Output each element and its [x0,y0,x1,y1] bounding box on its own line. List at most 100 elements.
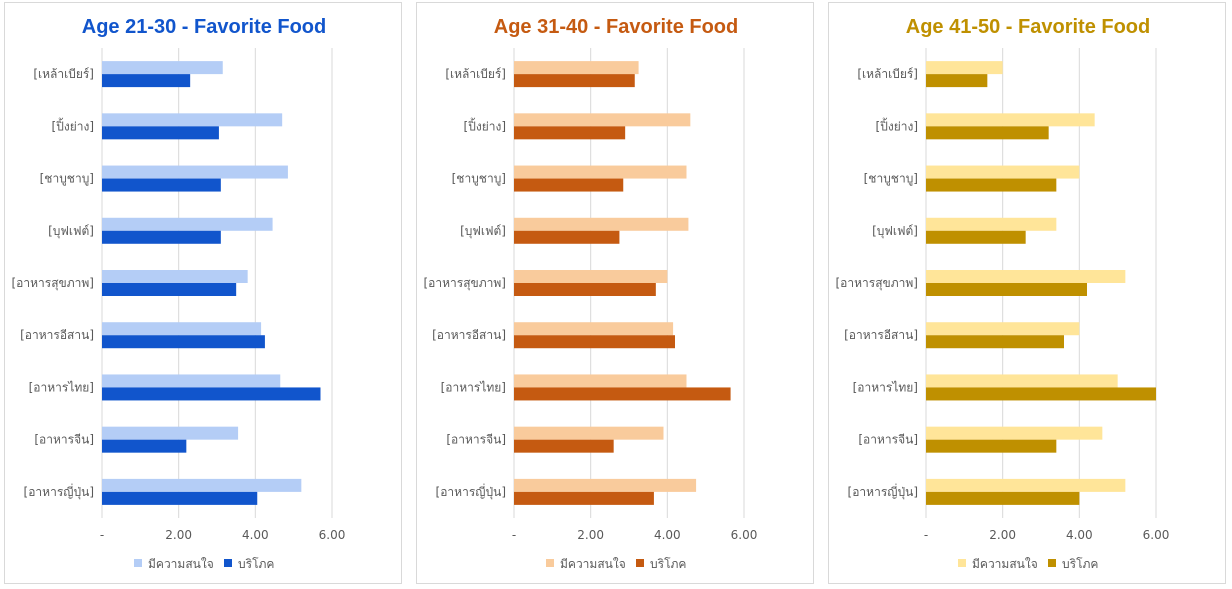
bar-interest [514,478,697,492]
category-label: [อาหารจีน] [446,433,506,447]
bar-interest [926,322,1080,336]
chart-panel-age-31-40: Age 31-40 - Favorite Food - 2.00 4.00 6.00 [เ… [416,2,814,584]
category-label: [บุฟเฟต์] [460,224,506,239]
bar-interest [102,165,288,179]
legend-label: มีความสนใจ [560,557,626,571]
bar-interest [102,113,283,127]
legend-label: บริโภค [650,557,686,571]
x-tick-label: 2.00 [165,528,192,542]
x-tick-label: 2.00 [577,528,604,542]
category-label: [อาหารอีสาน] [432,328,506,342]
category-label: [บุฟเฟต์] [872,224,918,239]
chart-title: Age 41-50 - Favorite Food [906,16,1151,38]
bar-interest [926,61,1003,75]
category-label: [ปิ้งย่าง] [464,117,506,133]
bar-consume [514,74,635,88]
x-tick-label: 6.00 [731,528,758,542]
bar-interest [926,217,1057,231]
bar-interest [514,217,689,231]
bar-interest [514,426,664,440]
legend-swatch [958,559,966,567]
bar-consume [102,74,191,88]
bar-consume [514,283,656,296]
bar-consume [926,387,1156,401]
bar-consume [514,387,731,401]
category-label: [ชาบูชาบู] [40,172,94,187]
category-label: [อาหารสุขภาพ] [12,276,95,291]
bar-chart-svg: Age 31-40 - Favorite Food - 2.00 4.00 6.00 [เ… [424,16,758,571]
bar-consume [102,491,258,505]
bar-consume [926,178,1057,192]
category-label: [ปิ้งย่าง] [52,117,94,133]
bar-chart-svg: Age 41-50 - Favorite Food - 2.00 4.00 6.00 [เ… [836,16,1170,571]
bar-consume [514,439,614,453]
category-label: [อาหารไทย] [441,380,506,394]
chart-title: Age 31-40 - Favorite Food [494,16,739,38]
category-label: [เหล้าเบียร์] [445,67,506,81]
bar-interest [514,374,687,388]
bar-consume [926,439,1057,453]
category-label: [อาหารจีน] [858,433,918,447]
category-label: [อาหารอีสาน] [844,328,918,342]
bar-consume [926,230,1026,244]
x-tick-label: 6.00 [1143,528,1170,542]
chart-panel-age-21-30: Age 21-30 - Favorite Food - 2.00 4.00 6.00 [เ… [4,2,402,584]
x-tick-label: 4.00 [242,528,269,542]
legend-swatch [546,559,554,567]
x-tick-label: 2.00 [989,528,1016,542]
category-label: [อาหารญี่ปุ่น] [24,483,94,500]
x-tick-label: - [100,528,104,542]
bar-consume [926,491,1080,505]
bar-consume [926,335,1064,349]
category-label: [อาหารญี่ปุ่น] [436,483,506,500]
bar-consume [102,230,221,244]
bar-interest [926,374,1118,388]
bar-interest [514,165,687,179]
bar-interest [514,270,668,283]
bar-interest [514,61,639,75]
x-tick-label: - [512,528,516,542]
bar-interest [102,322,262,336]
bar-interest [102,217,273,231]
legend-label: บริโภค [1062,557,1098,571]
x-tick-label: - [924,528,928,542]
bar-consume [514,335,675,349]
legend-label: บริโภค [238,557,274,571]
category-label: [อาหารไทย] [29,380,94,394]
legend-label: มีความสนใจ [972,557,1038,571]
bar-interest [926,165,1080,179]
bar-consume [102,283,237,296]
chart-title: Age 21-30 - Favorite Food [82,16,327,38]
x-tick-label: 4.00 [1066,528,1093,542]
category-label: [อาหารสุขภาพ] [836,276,919,291]
bar-consume [102,439,187,453]
category-label: [อาหารสุขภาพ] [424,276,507,291]
bar-consume [102,335,265,349]
bar-consume [102,387,321,401]
category-label: [ชาบูชาบู] [452,172,506,187]
legend-swatch [636,559,644,567]
legend-swatch [1048,559,1056,567]
category-label: [อาหารอีสาน] [20,328,94,342]
bar-consume [514,126,626,140]
category-label: [อาหารไทย] [853,380,918,394]
bar-interest [102,270,248,283]
bar-interest [102,61,223,75]
bar-consume [926,126,1049,140]
category-label: [อาหารญี่ปุ่น] [848,483,918,500]
category-label: [อาหารจีน] [34,433,94,447]
bar-interest [926,270,1126,283]
bar-consume [514,230,620,244]
category-label: [เหล้าเบียร์] [857,67,918,81]
bar-interest [926,426,1103,440]
bar-consume [926,74,988,88]
bar-interest [926,113,1095,127]
x-tick-label: 6.00 [319,528,346,542]
category-label: [บุฟเฟต์] [48,224,94,239]
bar-interest [102,478,302,492]
bar-consume [514,491,654,505]
legend-label: มีความสนใจ [148,557,214,571]
bar-consume [514,178,624,192]
legend-swatch [224,559,232,567]
bar-interest [514,322,674,336]
